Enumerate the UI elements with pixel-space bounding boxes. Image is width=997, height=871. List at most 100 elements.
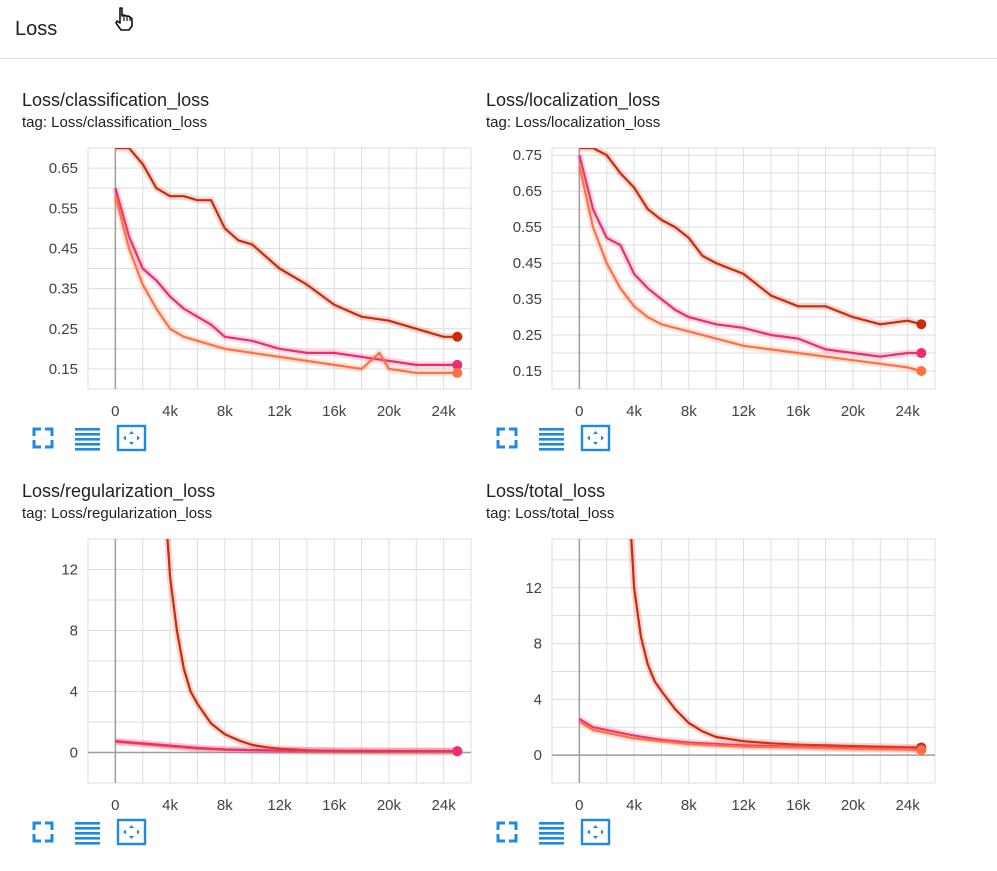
x-tick-label: 16k: [322, 797, 347, 814]
chart-tag: tag: Loss/total_loss: [486, 505, 615, 522]
series-end-marker[interactable]: [916, 319, 927, 330]
series-end-marker[interactable]: [916, 745, 927, 756]
x-tick-label: 0: [111, 403, 119, 420]
fit-domain-icon[interactable]: [580, 424, 611, 452]
series-line[interactable]: [579, 148, 922, 326]
x-tick-label: 0: [111, 797, 119, 814]
chart-tag: tag: Loss/regularization_loss: [22, 505, 213, 522]
series-line[interactable]: [578, 154, 922, 358]
y-tick-label: 0.45: [513, 255, 542, 272]
series-end-marker[interactable]: [452, 746, 463, 757]
x-tick-label: 16k: [786, 797, 811, 814]
x-tick-label: 8k: [681, 403, 697, 420]
hand-cursor-icon: [115, 7, 133, 31]
section-header[interactable]: Loss: [0, 0, 997, 59]
x-tick-label: 8k: [217, 797, 233, 814]
fullscreen-icon[interactable]: [496, 821, 518, 843]
plot-frame: [551, 538, 936, 784]
y-tick-label: 4: [534, 691, 542, 708]
y-tick-label: 0.55: [49, 200, 78, 217]
x-tick-label: 8k: [681, 797, 697, 814]
x-tick-label: 4k: [162, 403, 178, 420]
line-chart[interactable]: 0 4 8 12 0 4k 8k 12k 16k 20k 24k: [22, 481, 492, 871]
x-tick-label: 0: [575, 403, 583, 420]
x-tick-label: 20k: [377, 797, 402, 814]
chart-toolbar: [496, 818, 611, 846]
fullscreen-icon[interactable]: [496, 427, 518, 449]
x-tick-label: 24k: [432, 403, 457, 420]
fullscreen-icon[interactable]: [32, 821, 54, 843]
series-end-marker[interactable]: [916, 348, 927, 359]
series-end-marker[interactable]: [916, 366, 927, 377]
fit-domain-icon[interactable]: [580, 818, 611, 846]
y-tick-label: 0.35: [513, 291, 542, 308]
fit-domain-icon[interactable]: [116, 424, 147, 452]
x-tick-label: 16k: [786, 403, 811, 420]
y-tick-label: 0.55: [513, 219, 542, 236]
fit-domain-icon[interactable]: [116, 818, 147, 846]
y-tick-label: 8: [70, 623, 78, 640]
series-end-marker[interactable]: [452, 367, 463, 378]
series-line[interactable]: [630, 539, 922, 749]
series-line[interactable]: [578, 165, 922, 373]
x-tick-label: 12k: [267, 797, 292, 814]
x-tick-label: 20k: [377, 403, 402, 420]
x-tick-label: 24k: [896, 797, 921, 814]
series-group: [577, 539, 922, 754]
y-tick-label: 0.15: [513, 363, 542, 380]
series-line[interactable]: [578, 720, 922, 752]
plot-frame: [551, 147, 936, 390]
series-end-marker[interactable]: [452, 331, 463, 342]
chart-toolbar: [496, 424, 611, 452]
data-table-icon[interactable]: [75, 822, 100, 845]
line-chart[interactable]: 0 4 8 12 0 4k 8k 12k 16k 20k 24k: [486, 481, 956, 871]
series-line[interactable]: [114, 195, 458, 374]
series-line[interactable]: [115, 740, 458, 753]
y-tick-label: 4: [70, 684, 78, 701]
y-tick-label: 12: [525, 580, 542, 597]
chart-title: Loss/regularization_loss: [22, 481, 216, 501]
y-tick-label: 0: [70, 745, 78, 762]
plot-frame: [87, 147, 472, 390]
x-tick-label: 0: [575, 797, 583, 814]
chart-card-localization-loss: Loss/localization_loss tag: Loss/localiz…: [486, 90, 956, 480]
x-tick-label: 4k: [626, 403, 642, 420]
y-tick-label: 0.75: [513, 147, 542, 164]
chart-title: Loss/classification_loss: [22, 90, 210, 110]
plot-frame: [87, 538, 472, 784]
x-tick-label: 4k: [626, 797, 642, 814]
x-tick-label: 4k: [162, 797, 178, 814]
series-line[interactable]: [114, 187, 458, 366]
chart-title: Loss/localization_loss: [486, 90, 661, 110]
x-tick-label: 12k: [267, 403, 292, 420]
y-tick-label: 0: [534, 747, 542, 764]
data-table-icon[interactable]: [539, 428, 564, 451]
y-tick-label: 0.45: [49, 240, 78, 257]
data-table-icon[interactable]: [539, 822, 564, 845]
line-chart[interactable]: 0.15 0.25 0.35 0.45 0.55 0.65 0.75 0 4k 8k 12k 16k 2…: [486, 90, 956, 480]
line-chart[interactable]: 0.15 0.25 0.35 0.45 0.55 0.65 0 4k 8k 12k 16k 20k 24…: [22, 90, 492, 480]
y-tick-label: 12: [61, 562, 78, 579]
y-tick-label: 0.65: [49, 160, 78, 177]
x-tick-label: 16k: [322, 403, 347, 420]
series-line[interactable]: [115, 148, 458, 338]
x-tick-label: 12k: [731, 797, 756, 814]
series-group: [112, 148, 458, 377]
y-tick-label: 0.25: [513, 327, 542, 344]
chart-toolbar: [32, 818, 147, 846]
chart-card-total-loss: Loss/total_loss tag: Loss/total_loss 0 4 8…: [486, 481, 956, 871]
x-tick-label: 24k: [896, 403, 921, 420]
x-tick-label: 24k: [432, 797, 457, 814]
series-end-marker[interactable]: [452, 359, 463, 370]
chart-tag: tag: Loss/classification_loss: [22, 114, 208, 131]
x-tick-label: 12k: [731, 403, 756, 420]
y-tick-label: 0.25: [49, 321, 78, 338]
y-tick-label: 0.15: [49, 361, 78, 378]
y-tick-label: 0.35: [49, 281, 78, 298]
chart-toolbar: [32, 424, 147, 452]
chart-card-regularization-loss: Loss/regularization_loss tag: Loss/regul…: [22, 481, 492, 871]
y-tick-label: 8: [534, 636, 542, 653]
fullscreen-icon[interactable]: [32, 427, 54, 449]
chart-card-classification-loss: Loss/classification_loss tag: Loss/class…: [22, 90, 492, 480]
data-table-icon[interactable]: [75, 428, 100, 451]
